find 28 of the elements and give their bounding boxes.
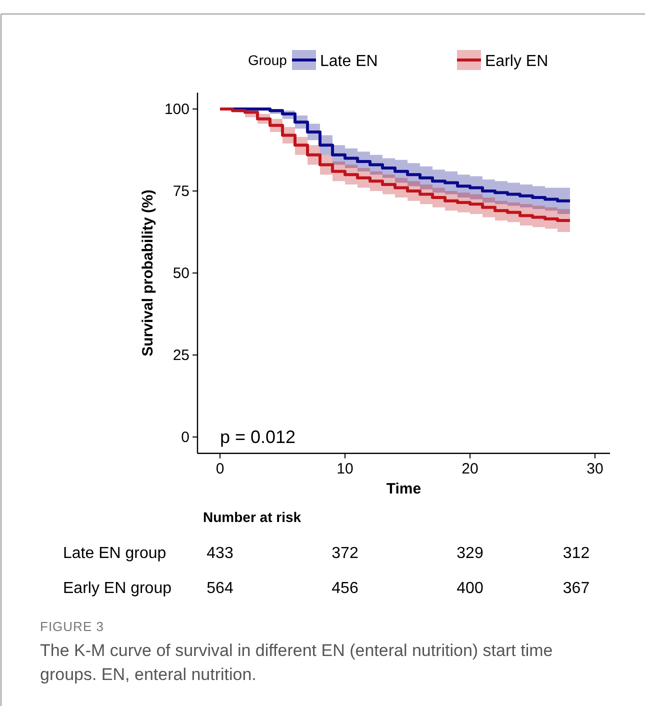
x-tick-label: 30 [586,460,604,478]
x-tick-label: 10 [336,460,354,478]
text: 400 [456,580,484,597]
y-tick-label: 50 [172,265,190,282]
text: 329 [456,545,484,562]
text: 564 [206,580,234,597]
text: Number at risk [203,509,302,525]
legend-title: Group [248,52,288,68]
text: Late EN group [63,545,166,562]
text: 312 [562,545,590,562]
text: 433 [206,545,234,562]
text: 456 [332,580,358,597]
text: 367 [562,580,590,597]
text: The K-M curve of survival in different EN (enteral nutrition) start time groups. EN, enteral nutrition. [40,641,553,684]
annotation: p = 0.012 [220,427,296,447]
text: Early EN group [63,580,172,597]
legend-label: Late EN [320,53,378,70]
y-tick-label: 25 [172,347,190,364]
caption: FIGURE 3 [40,619,104,634]
x-tick-label: 20 [462,460,478,478]
x-tick-label: 0 [216,460,224,478]
y-tick-label: 0 [181,429,190,446]
text: 372 [332,545,358,562]
y-axis-title: Survival probability (%) [140,190,156,356]
x-axis-title: Time [386,480,422,498]
y-tick-label: 75 [172,183,190,200]
y-tick-label: 100 [164,101,190,118]
legend-label: Early EN [485,53,548,70]
